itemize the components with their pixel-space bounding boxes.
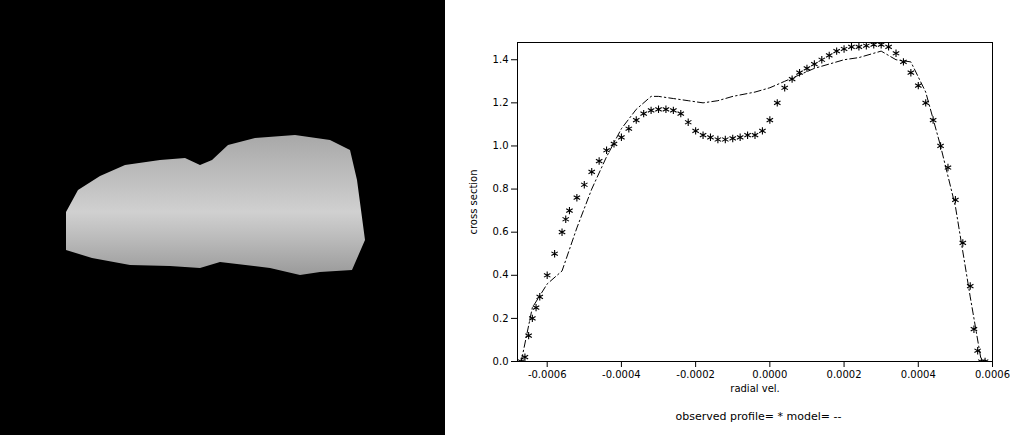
html-text:observed profile= * model= --: observed profile= * model= -- xyxy=(675,410,842,423)
svg-text:radial vel.: radial vel. xyxy=(730,383,779,394)
svg-text:-0.0006: -0.0006 xyxy=(528,369,567,380)
svg-text:0.0000: 0.0000 xyxy=(752,369,787,380)
svg-text:0.4: 0.4 xyxy=(493,269,509,280)
svg-text:0.0006: 0.0006 xyxy=(975,369,1010,380)
svg-text:0.6: 0.6 xyxy=(493,226,509,237)
svg-text:0.0002: 0.0002 xyxy=(827,369,862,380)
svg-text:0.0: 0.0 xyxy=(493,356,509,367)
svg-text:-0.0004: -0.0004 xyxy=(602,369,641,380)
svg-text:1.4: 1.4 xyxy=(493,54,509,65)
svg-text:1.2: 1.2 xyxy=(493,97,509,108)
svg-text:1.0: 1.0 xyxy=(493,140,509,151)
svg-text:0.2: 0.2 xyxy=(493,313,509,324)
svg-text:-0.0002: -0.0002 xyxy=(676,369,715,380)
svg-text:0.8: 0.8 xyxy=(493,183,509,194)
svg-text:0.0004: 0.0004 xyxy=(901,369,936,380)
svg-text:cross section: cross section xyxy=(468,169,479,234)
